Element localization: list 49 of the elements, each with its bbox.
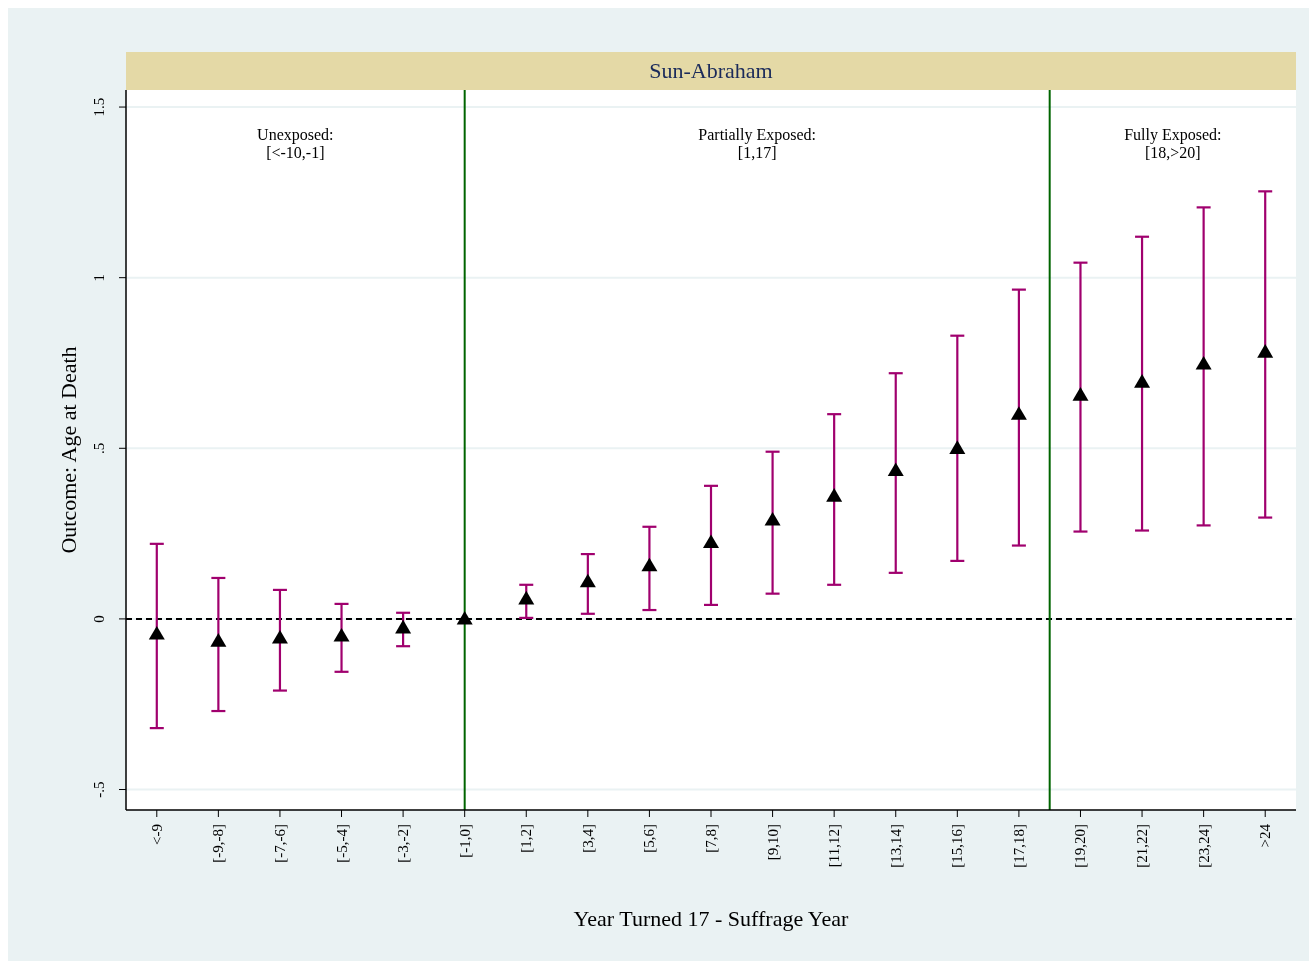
point (271, 630, 288, 644)
point (887, 462, 904, 477)
x-tick-label: [-1,0] (456, 824, 473, 858)
point (579, 573, 596, 588)
x-tick-label: [3,4] (579, 824, 596, 853)
x-tick-label: [5,6] (641, 824, 658, 853)
point (518, 590, 535, 605)
point (641, 557, 658, 572)
y-tick-label: 0 (91, 615, 107, 623)
x-tick-label: [7,8] (703, 824, 719, 853)
annotation: Fully Exposed: [18,>20] (1124, 126, 1222, 161)
x-tick-label: [9,10] (764, 824, 781, 861)
x-tick-label: [13,14] (887, 824, 904, 868)
point (1010, 406, 1027, 420)
point (826, 488, 843, 502)
point (1072, 387, 1089, 401)
x-axis-title: Year Turned 17 - Suffrage Year (573, 906, 850, 931)
x-tick-label: [-9,-8] (210, 824, 227, 863)
point (148, 625, 165, 640)
point (333, 627, 350, 642)
x-tick-label: [17,18] (1010, 824, 1027, 868)
point (1257, 344, 1274, 358)
point (456, 610, 473, 625)
y-tick-label: .5 (91, 442, 107, 454)
x-tick-label: <-9 (148, 824, 165, 845)
x-tick-label: [23,24] (1195, 824, 1212, 868)
point (1195, 356, 1212, 370)
y-tick-label: -.5 (91, 781, 107, 798)
point (1134, 374, 1151, 388)
x-tick-label: [15,16] (949, 824, 966, 868)
x-tick-label: [1,2] (518, 824, 535, 853)
x-tick-label: [11,12] (826, 824, 843, 868)
point (949, 440, 966, 454)
x-tick-label: >24 (1257, 823, 1274, 848)
annotation: Partially Exposed: [1,17] (698, 126, 817, 161)
point (395, 619, 412, 634)
x-tick-label: [21,22] (1134, 824, 1151, 868)
point (764, 511, 781, 526)
x-tick-label: [-7,-6] (271, 824, 288, 863)
annotation: Unexposed: [<-10,-1] (257, 126, 334, 161)
point (210, 633, 227, 647)
x-tick-label: [-5,-4] (333, 824, 350, 863)
y-axis-title: Outcome: Age at Death (56, 346, 81, 554)
point (703, 534, 719, 549)
x-tick-label: [-3,-2] (395, 824, 412, 863)
y-tick-label: 1.5 (91, 97, 107, 117)
x-tick-label: [19,20] (1072, 824, 1089, 868)
y-tick-label: 1 (91, 273, 107, 282)
chart-title: Sun-Abraham (649, 58, 773, 83)
